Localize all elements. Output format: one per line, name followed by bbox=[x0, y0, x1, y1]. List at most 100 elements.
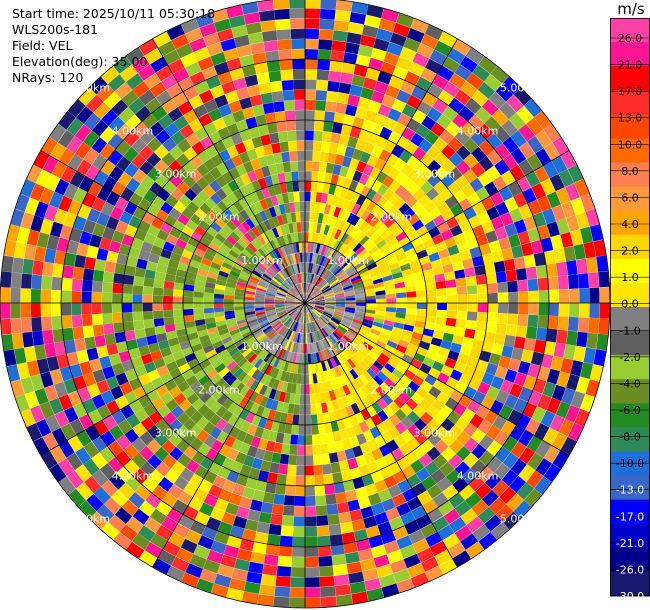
gate-cell bbox=[319, 202, 326, 214]
gate-cell bbox=[319, 281, 328, 290]
gate-cell bbox=[286, 212, 293, 224]
gate-cell bbox=[393, 434, 407, 448]
gate-cell bbox=[566, 260, 578, 276]
gate-cell bbox=[270, 318, 280, 325]
gate-cell bbox=[243, 12, 261, 25]
gate-cell bbox=[245, 22, 262, 35]
gate-cell bbox=[439, 404, 453, 418]
gate-cell bbox=[223, 208, 235, 220]
gate-cell bbox=[119, 64, 138, 82]
gate-cell bbox=[126, 516, 144, 534]
gate-cell bbox=[413, 243, 426, 254]
gate-cell bbox=[447, 541, 466, 558]
gate-cell bbox=[464, 267, 476, 278]
gate-cell bbox=[580, 362, 594, 379]
gate-cell bbox=[121, 234, 135, 247]
gate-cell bbox=[218, 212, 231, 224]
gate-cell bbox=[101, 522, 120, 540]
gate-cell bbox=[193, 308, 204, 315]
gate-cell bbox=[249, 191, 260, 204]
gate-cell bbox=[193, 488, 209, 502]
gate-cell bbox=[363, 141, 375, 155]
gate-cell bbox=[222, 136, 235, 149]
gate-cell bbox=[244, 308, 255, 313]
gate-cell bbox=[196, 416, 209, 430]
gate-cell bbox=[398, 358, 411, 370]
gate-cell bbox=[392, 271, 403, 280]
gate-cell bbox=[125, 47, 145, 65]
gate-cell bbox=[373, 317, 385, 324]
gate-cell bbox=[267, 534, 281, 546]
gate-cell bbox=[457, 303, 468, 312]
gate-cell bbox=[204, 396, 217, 409]
gate-cell bbox=[385, 311, 396, 318]
gate-cell bbox=[534, 423, 550, 440]
gate-cell bbox=[330, 227, 338, 238]
gate-cell bbox=[322, 287, 332, 294]
gate-cell bbox=[315, 341, 321, 352]
gate-cell bbox=[163, 354, 175, 365]
gate-cell bbox=[305, 303, 315, 306]
gate-cell bbox=[10, 318, 22, 334]
gate-cell bbox=[419, 363, 432, 374]
gate-cell bbox=[223, 435, 236, 448]
gate-cell bbox=[278, 545, 293, 557]
gate-cell bbox=[299, 404, 305, 415]
gate-cell bbox=[330, 50, 345, 62]
gate-cell bbox=[284, 329, 292, 339]
gate-cell bbox=[324, 391, 332, 403]
gate-cell bbox=[16, 227, 30, 244]
gate-cell bbox=[543, 142, 560, 161]
gate-cell bbox=[481, 372, 495, 386]
gate-cell bbox=[404, 318, 416, 327]
gate-cell bbox=[26, 360, 40, 377]
gate-cell bbox=[309, 263, 314, 274]
gate-cell bbox=[439, 558, 458, 575]
gate-cell bbox=[281, 282, 290, 291]
gate-cell bbox=[175, 238, 188, 250]
gate-cell bbox=[488, 240, 502, 253]
gate-cell bbox=[131, 452, 147, 469]
gate-cell bbox=[386, 389, 399, 401]
gate-cell bbox=[420, 380, 433, 393]
gate-cell bbox=[338, 219, 347, 231]
gate-cell bbox=[281, 315, 290, 324]
gate-cell bbox=[469, 347, 482, 360]
gate-cell bbox=[269, 316, 279, 324]
gate-cell bbox=[406, 473, 422, 488]
gate-cell bbox=[287, 192, 295, 203]
gate-cell bbox=[458, 484, 475, 501]
gate-cell bbox=[332, 564, 348, 576]
gate-cell bbox=[0, 287, 11, 303]
gate-cell bbox=[355, 194, 366, 207]
gate-cell bbox=[249, 379, 260, 391]
gate-cell bbox=[558, 418, 575, 437]
gate-cell bbox=[425, 350, 438, 361]
gate-cell bbox=[359, 235, 370, 246]
gate-cell bbox=[255, 311, 266, 317]
gate-cell bbox=[418, 453, 433, 468]
gate-cell bbox=[327, 322, 337, 330]
gate-cell bbox=[143, 233, 157, 245]
gate-cell bbox=[328, 320, 338, 329]
gate-cell bbox=[20, 212, 35, 230]
gate-cell bbox=[359, 151, 371, 164]
gate-cell bbox=[305, 516, 317, 527]
gate-cell bbox=[315, 243, 321, 254]
gate-cell bbox=[381, 348, 393, 359]
gate-cell bbox=[399, 47, 417, 62]
gate-cell bbox=[233, 201, 244, 213]
gate-cell bbox=[338, 134, 350, 146]
gate-cell bbox=[385, 288, 396, 295]
gate-cell bbox=[447, 47, 466, 65]
gate-cell bbox=[257, 594, 275, 606]
gate-cell bbox=[153, 287, 164, 296]
gate-cell bbox=[567, 164, 584, 183]
gate-cell bbox=[396, 89, 411, 104]
gate-cell bbox=[374, 435, 387, 448]
gate-cell bbox=[319, 316, 328, 325]
gate-cell bbox=[452, 261, 464, 272]
gate-cell bbox=[516, 482, 534, 500]
gate-cell bbox=[361, 473, 375, 487]
gate-cell bbox=[286, 307, 296, 313]
